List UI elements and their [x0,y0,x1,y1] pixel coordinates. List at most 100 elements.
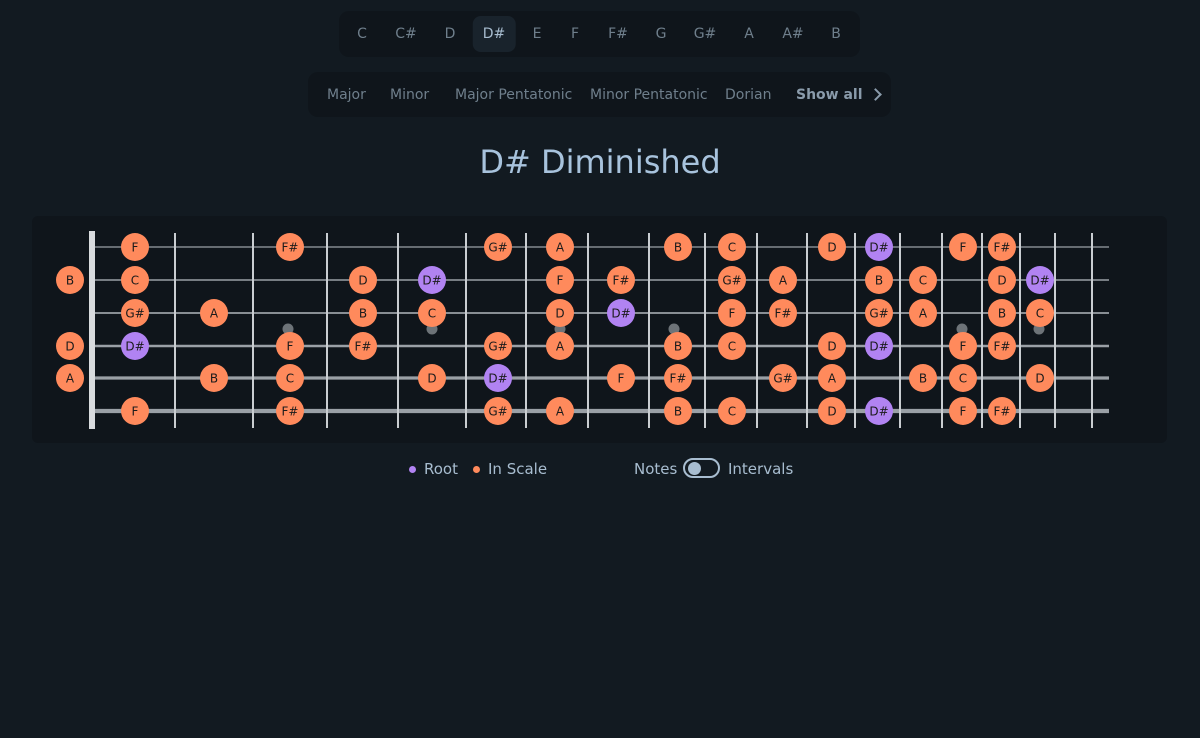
note-label: F [729,307,736,321]
note-marker[interactable]: D [418,364,446,392]
note-label: C [131,274,139,288]
note-marker[interactable]: F# [276,233,304,261]
note-marker[interactable]: A [56,364,84,392]
note-marker[interactable]: G# [121,299,149,327]
root-note-f[interactable]: F [570,26,580,42]
show-all-scales-button[interactable]: Show all [796,72,882,117]
note-marker[interactable]: G# [718,266,746,294]
note-marker[interactable]: D# [484,364,512,392]
note-marker[interactable]: A [909,299,937,327]
root-note-a-sharp[interactable]: A# [782,26,804,42]
note-marker[interactable]: G# [484,397,512,425]
note-marker[interactable]: F# [607,266,635,294]
note-marker[interactable]: G# [484,332,512,360]
note-marker[interactable]: F [949,233,977,261]
root-note-a[interactable]: A [744,26,754,42]
note-marker[interactable]: B [664,397,692,425]
note-marker[interactable]: B [200,364,228,392]
note-marker[interactable]: F# [664,364,692,392]
note-marker[interactable]: F [276,332,304,360]
note-marker[interactable]: A [546,233,574,261]
note-marker[interactable]: B [664,233,692,261]
note-marker[interactable]: A [818,364,846,392]
scale-minor-pentatonic[interactable]: Minor Pentatonic [590,86,708,103]
scale-note-circle [546,332,574,360]
note-marker[interactable]: D# [865,332,893,360]
note-marker[interactable]: G# [769,364,797,392]
root-note-d-sharp[interactable]: D# [472,16,516,52]
scale-note-circle [200,299,228,327]
note-label: B [359,307,367,321]
note-marker[interactable]: C [1026,299,1054,327]
note-marker[interactable]: C [949,364,977,392]
note-marker[interactable]: F [607,364,635,392]
note-marker[interactable]: F [949,397,977,425]
note-marker[interactable]: A [200,299,228,327]
note-marker[interactable]: C [718,233,746,261]
note-marker[interactable]: C [718,332,746,360]
note-marker[interactable]: D [349,266,377,294]
scale-note-circle [988,233,1016,261]
note-marker[interactable]: D# [121,332,149,360]
note-marker[interactable]: F# [988,332,1016,360]
note-marker[interactable]: D [1026,364,1054,392]
note-marker[interactable]: A [546,332,574,360]
note-marker[interactable]: D# [607,299,635,327]
note-label: D [827,340,836,354]
scale-note-circle [949,233,977,261]
note-marker[interactable]: B [56,266,84,294]
note-marker[interactable]: D# [865,233,893,261]
note-marker[interactable]: F [718,299,746,327]
note-marker[interactable]: F [121,233,149,261]
note-marker[interactable]: D# [1026,266,1054,294]
scale-dorian[interactable]: Dorian [725,86,772,103]
note-marker[interactable]: F [546,266,574,294]
note-marker[interactable]: F# [349,332,377,360]
root-note-c[interactable]: C [357,26,367,42]
note-marker[interactable]: G# [484,233,512,261]
note-marker[interactable]: A [769,266,797,294]
scale-minor[interactable]: Minor [390,86,430,103]
root-note-d[interactable]: D [444,26,456,42]
note-marker[interactable]: F# [769,299,797,327]
note-marker[interactable]: D [56,332,84,360]
note-marker[interactable]: D [988,266,1016,294]
note-marker[interactable]: A [546,397,574,425]
note-marker[interactable]: G# [865,299,893,327]
note-marker[interactable]: F# [988,233,1016,261]
notes-intervals-toggle[interactable] [683,458,720,478]
root-note-c-sharp[interactable]: C# [395,26,417,42]
note-marker[interactable]: F [121,397,149,425]
note-marker[interactable]: B [988,299,1016,327]
note-marker[interactable]: B [909,364,937,392]
note-marker[interactable]: F [949,332,977,360]
note-marker[interactable]: D [818,233,846,261]
root-note-e[interactable]: E [532,26,542,42]
root-note-b[interactable]: B [831,26,841,42]
note-marker[interactable]: F# [276,397,304,425]
note-marker[interactable]: B [865,266,893,294]
note-marker[interactable]: B [664,332,692,360]
note-marker[interactable]: D# [865,397,893,425]
note-marker[interactable]: F# [988,397,1016,425]
note-marker[interactable]: C [276,364,304,392]
root-note-f-sharp[interactable]: F# [608,26,628,42]
root-note-g[interactable]: G [655,26,667,42]
note-marker[interactable]: D [818,332,846,360]
note-marker[interactable]: D# [418,266,446,294]
scale-note-circle [418,299,446,327]
scale-major-pentatonic[interactable]: Major Pentatonic [455,86,573,103]
scale-major[interactable]: Major [327,86,366,103]
root-note-g-sharp[interactable]: G# [693,26,717,42]
root-note-circle [607,299,635,327]
note-marker[interactable]: C [718,397,746,425]
scale-note-circle [1026,364,1054,392]
note-marker[interactable]: C [121,266,149,294]
note-marker[interactable]: C [909,266,937,294]
note-label: B [674,405,682,419]
note-marker[interactable]: C [418,299,446,327]
note-label: F [287,340,294,354]
note-marker[interactable]: B [349,299,377,327]
note-marker[interactable]: D [546,299,574,327]
note-marker[interactable]: D [818,397,846,425]
